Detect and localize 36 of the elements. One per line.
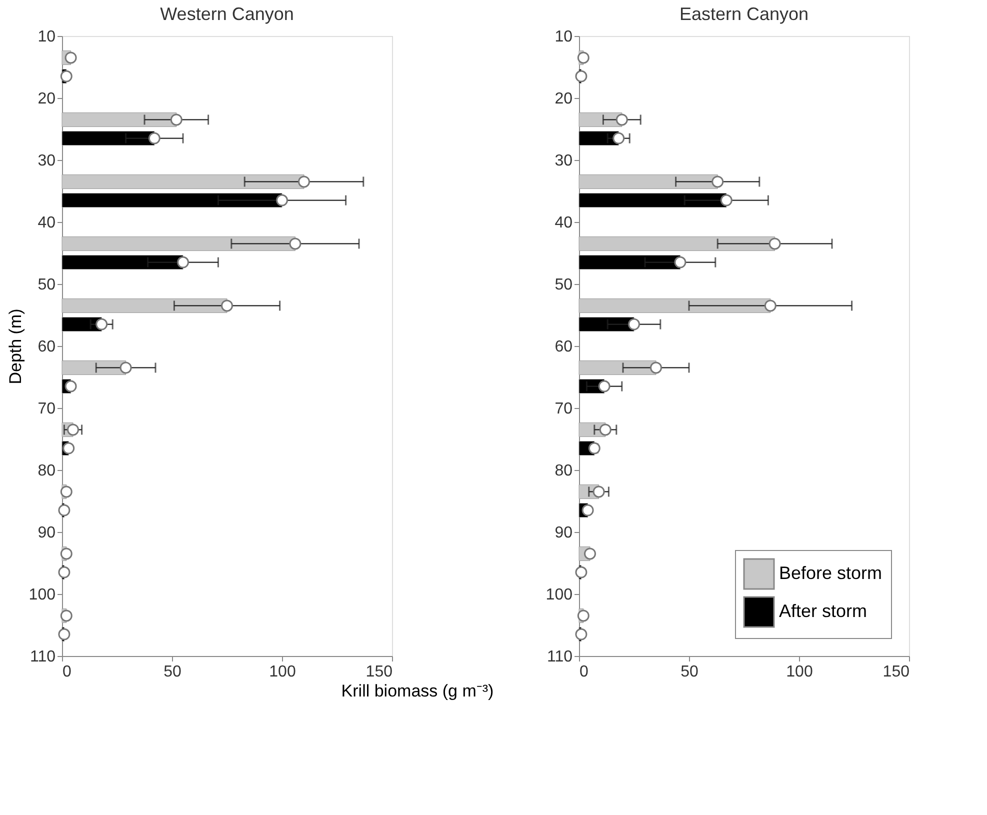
y-tick-label: 110 — [30, 648, 56, 666]
y-tick-label: 100 — [546, 586, 573, 604]
y-tick-label: 90 — [38, 524, 56, 542]
x-tick-label: 50 — [164, 664, 182, 680]
x-tick-label: 150 — [882, 664, 910, 680]
y-tick-label: 70 — [38, 400, 56, 418]
y-tick-label: 60 — [38, 338, 56, 356]
y-tick-label: 50 — [554, 276, 573, 294]
legend-label: Before storm — [779, 563, 882, 583]
y-tick-label: 20 — [38, 90, 56, 108]
y-tick-label: 80 — [38, 462, 56, 480]
x-tick-label: 100 — [269, 664, 296, 680]
x-tick-label: 0 — [62, 664, 72, 680]
legend-label: After storm — [779, 601, 868, 621]
chart-title: Eastern Canyon — [679, 4, 809, 24]
y-tick-label: 100 — [28, 586, 56, 604]
y-tick-label: 60 — [554, 338, 573, 356]
x-tick-label: 50 — [680, 664, 698, 680]
y-axis-title: Depth (m) — [6, 308, 25, 384]
chart-title: Western Canyon — [160, 4, 294, 24]
y-tick-label: 70 — [554, 400, 573, 418]
y-tick-label: 50 — [38, 276, 56, 294]
y-tick-label: 30 — [38, 152, 56, 170]
y-tick-label: 10 — [554, 28, 573, 46]
x-tick-label: 100 — [786, 664, 813, 680]
y-tick-label: 110 — [546, 648, 573, 666]
y-tick-label: 40 — [554, 214, 573, 232]
x-tick-label: 150 — [366, 664, 393, 680]
y-tick-label: 80 — [554, 462, 573, 480]
y-tick-label: 90 — [554, 524, 573, 542]
y-tick-label: 40 — [38, 214, 56, 232]
y-tick-label: 30 — [554, 152, 573, 170]
y-tick-label: 10 — [38, 28, 56, 46]
x-axis-title: Krill biomass (g m⁻³) — [341, 682, 494, 700]
y-tick-label: 20 — [554, 90, 573, 108]
x-tick-label: 0 — [580, 664, 588, 680]
